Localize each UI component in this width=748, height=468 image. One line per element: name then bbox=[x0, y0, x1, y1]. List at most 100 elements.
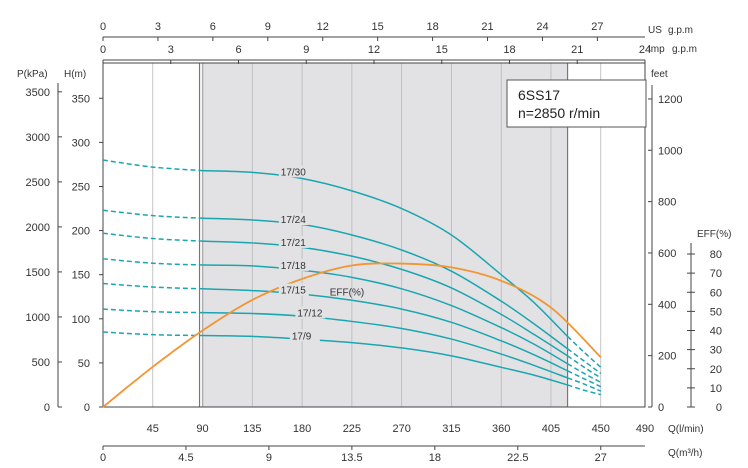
pressure-tick-label: 2000 bbox=[26, 222, 50, 234]
q-lmin-tick-label: 360 bbox=[492, 423, 510, 435]
head-tick-label: 50 bbox=[78, 358, 90, 370]
q-lmin-tick-label: 270 bbox=[392, 423, 410, 435]
curve-17-24-tail bbox=[567, 348, 602, 375]
curve-label-bg bbox=[278, 165, 309, 178]
head-tick-label: 100 bbox=[72, 314, 90, 326]
pressure-tick-label: 3000 bbox=[26, 132, 50, 144]
curve-label-bg bbox=[278, 258, 309, 271]
efficiency-curve-label: EFF(%) bbox=[330, 287, 364, 298]
curve-label-bg bbox=[278, 235, 309, 248]
pressure-tick-label: 3500 bbox=[26, 87, 50, 99]
curve-label-17-9: 17/9 bbox=[292, 331, 312, 342]
us-gpm-tick-label: 24 bbox=[536, 21, 548, 33]
us-gpm-tick-label: 9 bbox=[265, 21, 271, 33]
curve-17-9-tail bbox=[567, 384, 601, 396]
speed-label: n=2850 r/min bbox=[518, 105, 600, 121]
feet-tick-label: 1200 bbox=[658, 94, 682, 106]
imp-gpm-tick-label: 24 bbox=[639, 44, 651, 56]
imp-gpm-tick-label: 9 bbox=[303, 44, 309, 56]
feet-tick-label: 800 bbox=[658, 197, 676, 209]
feet-tick-label: 600 bbox=[658, 248, 676, 260]
q-lmin-tick-label: 405 bbox=[542, 423, 560, 435]
head-tick-label: 300 bbox=[72, 137, 90, 149]
curve-17-15-dashed bbox=[102, 282, 203, 290]
pressure-tick-label: 500 bbox=[32, 357, 50, 369]
head-tick-label: 250 bbox=[72, 181, 90, 193]
curve-label-bg bbox=[289, 329, 320, 342]
pressure-axis-label: P(kPa) bbox=[17, 69, 48, 80]
head-axis-label: H(m) bbox=[64, 69, 86, 80]
imp-gpm-tick-label: 3 bbox=[168, 44, 174, 56]
curve-17-18-dashed bbox=[102, 258, 203, 266]
curve-17-30 bbox=[202, 169, 569, 337]
curve-17-18-tail bbox=[567, 363, 602, 383]
model-label: 6SS17 bbox=[518, 87, 560, 103]
curve-17-15 bbox=[202, 288, 568, 372]
us-gpm-tick-label: 27 bbox=[591, 21, 603, 33]
q-lmin-tick-label: 225 bbox=[343, 423, 361, 435]
curve-label-bg bbox=[278, 283, 309, 296]
curve-17-9-dashed bbox=[102, 331, 203, 337]
eff-tick-label: 70 bbox=[710, 268, 722, 280]
imp-gpm-tick-label: 15 bbox=[436, 44, 448, 56]
imp-gpm-tick-label: 12 bbox=[368, 44, 380, 56]
q-m3h-tick-label: 22.5 bbox=[507, 452, 528, 464]
curve-label-17-12: 17/12 bbox=[297, 309, 322, 320]
curve-17-15-tail bbox=[567, 370, 602, 388]
us-gpm-tick-label: 21 bbox=[481, 21, 493, 33]
curve-17-24-dashed bbox=[102, 209, 203, 219]
pressure-tick-label: 0 bbox=[44, 402, 50, 414]
imp-gpm-unit: g.p.m bbox=[672, 44, 697, 55]
curve-17-12-dashed bbox=[102, 308, 203, 314]
q-lmin-tick-label: 315 bbox=[442, 423, 460, 435]
imp-gpm-tick-label: 18 bbox=[503, 44, 515, 56]
us-gpm-tick-label: 3 bbox=[155, 21, 161, 33]
us-gpm-tick-label: 0 bbox=[100, 21, 106, 33]
imp-gpm-label: Imp bbox=[648, 44, 665, 55]
q-lmin-tick-label: 45 bbox=[147, 423, 159, 435]
efficiency-curve bbox=[102, 262, 602, 408]
eff-tick-label: 20 bbox=[710, 364, 722, 376]
curve-17-9 bbox=[202, 334, 568, 386]
eff-tick-label: 30 bbox=[710, 345, 722, 357]
pressure-tick-label: 1000 bbox=[26, 312, 50, 324]
curve-label-17-15: 17/15 bbox=[281, 286, 306, 297]
q-lmin-label: Q(l/min) bbox=[668, 424, 704, 435]
q-lmin-tick-label: 90 bbox=[196, 423, 208, 435]
feet-tick-label: 1000 bbox=[658, 145, 682, 157]
pressure-tick-label: 1500 bbox=[26, 267, 50, 279]
curve-17-21 bbox=[202, 240, 568, 357]
eff-tick-label: 40 bbox=[710, 326, 722, 338]
q-m3h-tick-label: 0 bbox=[100, 452, 106, 464]
curve-17-12 bbox=[202, 311, 568, 379]
curve-17-30-dashed bbox=[102, 159, 203, 172]
head-tick-label: 350 bbox=[72, 93, 90, 105]
q-m3h-tick-label: 27 bbox=[595, 452, 607, 464]
curve-17-24 bbox=[202, 217, 569, 350]
q-lmin-tick-label: 135 bbox=[243, 423, 261, 435]
feet-tick-label: 400 bbox=[658, 299, 676, 311]
q-m3h-label: Q(m³/h) bbox=[668, 448, 702, 459]
eff-tick-label: 10 bbox=[710, 383, 722, 395]
us-gpm-tick-label: 18 bbox=[426, 21, 438, 33]
us-gpm-tick-label: 12 bbox=[317, 21, 329, 33]
q-m3h-tick-label: 4.5 bbox=[178, 452, 193, 464]
q-lmin-tick-label: 180 bbox=[293, 423, 311, 435]
q-lmin-tick-label: 490 bbox=[636, 423, 654, 435]
curve-17-21-tail bbox=[567, 355, 602, 379]
curve-label-17-18: 17/18 bbox=[281, 261, 306, 272]
curve-label-bg bbox=[295, 306, 326, 319]
us-gpm-tick-label: 6 bbox=[210, 21, 216, 33]
eff-tick-label: 60 bbox=[710, 287, 722, 299]
q-m3h-tick-label: 9 bbox=[266, 452, 272, 464]
curve-17-18 bbox=[202, 264, 568, 365]
us-gpm-unit: g.p.m bbox=[668, 25, 693, 36]
pressure-tick-label: 2500 bbox=[26, 177, 50, 189]
feet-tick-label: 200 bbox=[658, 351, 676, 363]
curve-label-17-30: 17/30 bbox=[281, 167, 306, 178]
info-box bbox=[506, 79, 647, 128]
head-tick-label: 0 bbox=[84, 402, 90, 414]
curve-label-17-21: 17/21 bbox=[281, 238, 306, 249]
eff-tick-label: 50 bbox=[710, 306, 722, 318]
